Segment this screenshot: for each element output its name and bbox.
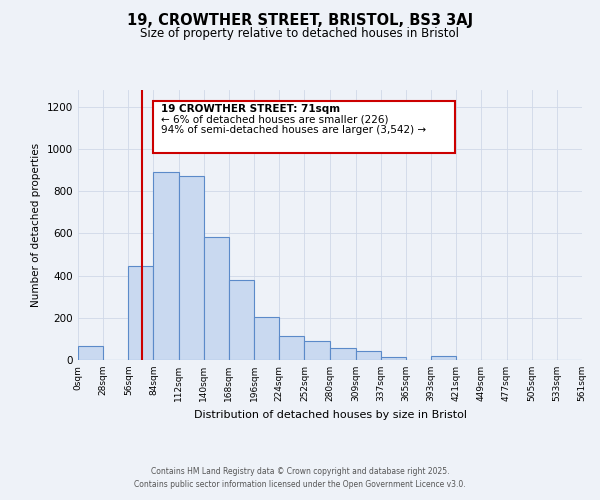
FancyBboxPatch shape bbox=[154, 100, 455, 154]
Bar bbox=[381, 357, 406, 360]
Text: 19 CROWTHER STREET: 71sqm: 19 CROWTHER STREET: 71sqm bbox=[161, 104, 340, 115]
Bar bbox=[204, 236, 229, 360]
Bar bbox=[254, 317, 279, 360]
Text: 94% of semi-detached houses are larger (3,542) →: 94% of semi-detached houses are larger (… bbox=[161, 126, 426, 136]
Y-axis label: Number of detached properties: Number of detached properties bbox=[31, 143, 41, 307]
Bar bbox=[304, 342, 329, 360]
Bar bbox=[128, 266, 154, 360]
Bar bbox=[356, 350, 381, 360]
Text: 19, CROWTHER STREET, BRISTOL, BS3 3AJ: 19, CROWTHER STREET, BRISTOL, BS3 3AJ bbox=[127, 12, 473, 28]
Bar bbox=[329, 348, 356, 360]
Bar bbox=[78, 346, 103, 360]
Text: Contains public sector information licensed under the Open Government Licence v3: Contains public sector information licen… bbox=[134, 480, 466, 489]
X-axis label: Distribution of detached houses by size in Bristol: Distribution of detached houses by size … bbox=[193, 410, 467, 420]
Text: Size of property relative to detached houses in Bristol: Size of property relative to detached ho… bbox=[140, 28, 460, 40]
Bar bbox=[229, 280, 254, 360]
Bar bbox=[431, 356, 456, 360]
Bar bbox=[179, 176, 204, 360]
Bar bbox=[154, 172, 179, 360]
Bar bbox=[279, 336, 304, 360]
Text: Contains HM Land Registry data © Crown copyright and database right 2025.: Contains HM Land Registry data © Crown c… bbox=[151, 467, 449, 476]
Text: ← 6% of detached houses are smaller (226): ← 6% of detached houses are smaller (226… bbox=[161, 115, 388, 125]
